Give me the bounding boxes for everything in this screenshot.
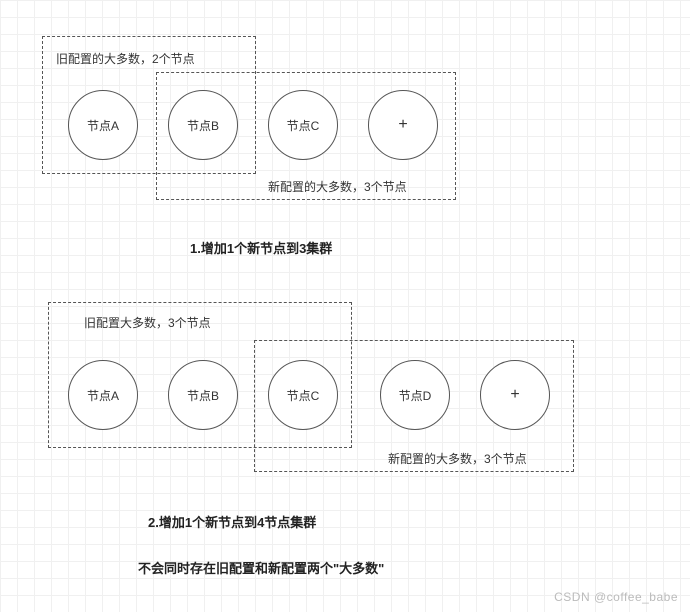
node-label: 节点A xyxy=(87,387,119,404)
d2-node-a: 节点A xyxy=(68,360,138,430)
node-label: 节点B xyxy=(187,117,219,134)
conclusion-text: 不会同时存在旧配置和新配置两个"大多数" xyxy=(138,558,384,577)
d2-node-d: 节点D xyxy=(380,360,450,430)
node-label: 节点A xyxy=(87,117,119,134)
node-label: 节点B xyxy=(187,387,219,404)
d2-caption: 2.增加1个新节点到4节点集群 xyxy=(148,512,316,531)
d1-old-config-label: 旧配置的大多数，2个节点 xyxy=(56,50,195,67)
node-label: + xyxy=(398,116,407,134)
d2-new-config-label: 新配置的大多数，3个节点 xyxy=(388,450,527,467)
d1-node-plus: + xyxy=(368,90,438,160)
node-label: 节点C xyxy=(287,117,320,134)
watermark: CSDN @coffee_babe xyxy=(554,590,678,604)
d1-new-config-label: 新配置的大多数，3个节点 xyxy=(268,178,407,195)
node-label: 节点D xyxy=(399,387,432,404)
d1-caption: 1.增加1个新节点到3集群 xyxy=(190,238,332,257)
d2-node-plus: + xyxy=(480,360,550,430)
d1-node-a: 节点A xyxy=(68,90,138,160)
d2-old-config-label: 旧配置大多数，3个节点 xyxy=(84,314,211,331)
d1-node-b: 节点B xyxy=(168,90,238,160)
node-label: + xyxy=(510,386,519,404)
node-label: 节点C xyxy=(287,387,320,404)
d2-node-b: 节点B xyxy=(168,360,238,430)
d2-node-c: 节点C xyxy=(268,360,338,430)
d1-node-c: 节点C xyxy=(268,90,338,160)
